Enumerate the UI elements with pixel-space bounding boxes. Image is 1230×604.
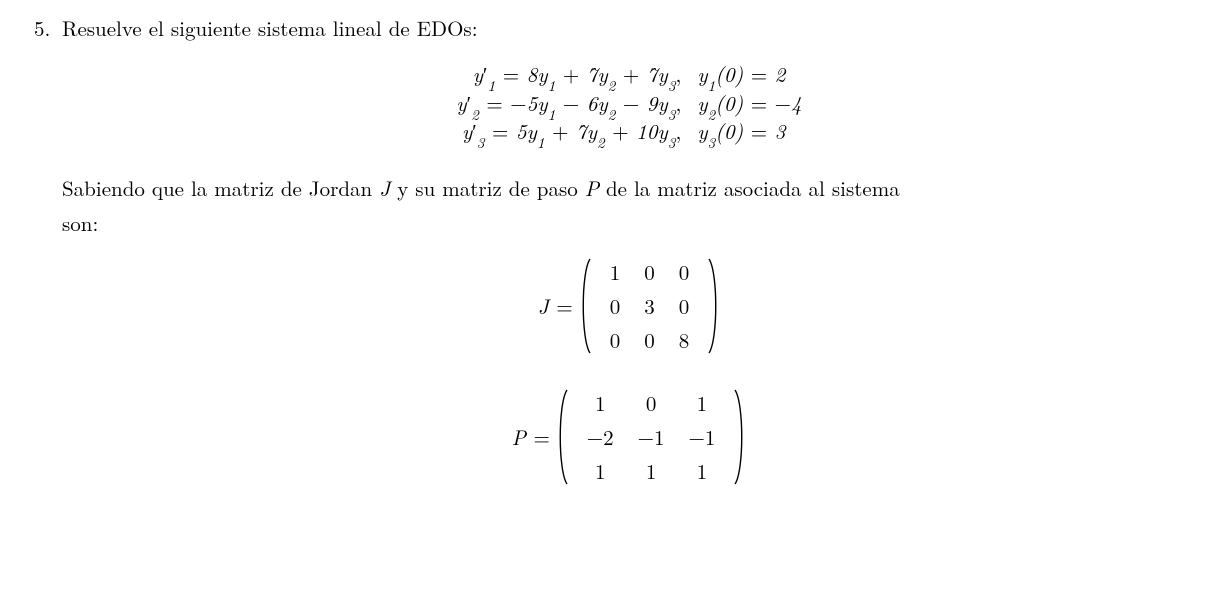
matrix-cell: 8 — [667, 323, 702, 357]
matrix-cell: 1 — [575, 386, 626, 420]
matrix-cell: 0 — [632, 323, 667, 357]
left-paren-icon — [556, 389, 569, 485]
matrix-cell: −2 — [575, 420, 626, 454]
ode-equation-lhs: y′3 = 5y1 + 7y2 + 10y3, — [456, 117, 681, 145]
ode-system: y′1 = 8y1 + 7y2 + 7y3,y1(0) = 2y′2 = −5y… — [62, 60, 1196, 145]
matrix-J-label: J = — [538, 292, 573, 320]
matrix-J: 100030008 — [598, 255, 702, 358]
right-paren-icon — [733, 389, 746, 485]
matrix-cell: 1 — [676, 454, 727, 488]
number-column: 5. — [34, 14, 62, 42]
matrix-P: 101−2−1−1111 — [575, 386, 728, 489]
ode-equation-lhs: y′1 = 8y1 + 7y2 + 7y3, — [456, 60, 681, 88]
page: 5. Resuelve el siguiente sistema lineal … — [0, 0, 1230, 503]
matrix-cell: 0 — [598, 323, 633, 357]
matrix-J-block: J = 100030008 — [62, 255, 1196, 358]
matrix-cell: 0 — [667, 255, 702, 289]
right-paren-icon — [707, 258, 720, 354]
mid-text-line1: Sabiendo que la matriz de Jordan J y su … — [62, 173, 900, 203]
matrix-cell: 0 — [598, 289, 633, 323]
matrix-P-label: P = — [512, 423, 550, 451]
matrix-cell: 1 — [676, 386, 727, 420]
matrix-cell: 1 — [626, 454, 677, 488]
statement-text: Resuelve el siguiente sistema lineal de … — [62, 14, 1196, 42]
matrix-cell: 3 — [632, 289, 667, 323]
left-paren-icon — [579, 258, 592, 354]
ode-initial-condition: y1(0) = 2 — [697, 60, 801, 88]
problem-number: 5. — [34, 13, 50, 43]
mid-text-line2: son: — [62, 208, 98, 238]
matrix-P-block: P = 101−2−1−1111 — [62, 386, 1196, 489]
matrix-cell: 0 — [626, 386, 677, 420]
matrix-cell: −1 — [676, 420, 727, 454]
problem: 5. Resuelve el siguiente sistema lineal … — [34, 14, 1196, 503]
mid-text: Sabiendo que la matriz de Jordan J y su … — [62, 171, 1196, 240]
matrix-cell: 0 — [667, 289, 702, 323]
problem-body: Resuelve el siguiente sistema lineal de … — [62, 14, 1196, 503]
matrix-cell: 1 — [575, 454, 626, 488]
matrix-cell: 0 — [632, 255, 667, 289]
matrix-cell: −1 — [626, 420, 677, 454]
matrix-cell: 1 — [598, 255, 633, 289]
